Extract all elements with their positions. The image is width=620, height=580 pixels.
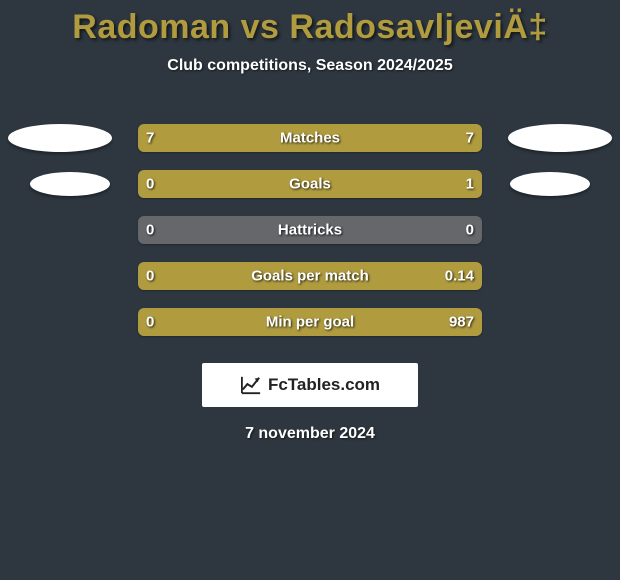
watermark: FcTables.com xyxy=(202,363,418,407)
stat-label: Hattricks xyxy=(278,222,342,239)
subtitle: Club competitions, Season 2024/2025 xyxy=(0,57,620,75)
stat-rows: Matches77Goals01Hattricks00Goals per mat… xyxy=(0,115,620,345)
stat-label: Matches xyxy=(280,130,340,147)
stat-value-left: 7 xyxy=(146,130,154,147)
stat-value-left: 0 xyxy=(146,176,154,193)
stat-bar: Matches 7 7 xyxy=(138,124,482,152)
stat-bar: Hattricks 0 0 xyxy=(138,216,482,244)
stat-row: Hattricks 0 0 xyxy=(0,207,620,253)
comparison-infographic: Radoman vs RadosavljeviÄ‡ Club competiti… xyxy=(0,0,620,580)
player-marker-right xyxy=(510,172,590,196)
stat-value-left: 0 xyxy=(146,222,154,239)
watermark-text: FcTables.com xyxy=(268,375,380,395)
stat-label: Goals per match xyxy=(251,268,369,285)
stat-row: Matches 7 7 xyxy=(0,115,620,161)
page-title: Radoman vs RadosavljeviÄ‡ xyxy=(0,8,620,47)
stat-row: Goals per match 0 0.14 xyxy=(0,253,620,299)
player-marker-left xyxy=(30,172,110,196)
date-label: 7 november 2024 xyxy=(0,425,620,443)
stat-bar: Min per goal 0 987 xyxy=(138,308,482,336)
stat-label: Min per goal xyxy=(266,314,354,331)
stat-value-left: 0 xyxy=(146,268,154,285)
stat-bar: Goals 0 1 xyxy=(138,170,482,198)
stat-value-right: 1 xyxy=(466,176,474,193)
chart-line-icon xyxy=(240,375,262,395)
stat-value-right: 0.14 xyxy=(445,268,474,285)
player-marker-left xyxy=(8,124,112,152)
stat-row: Min per goal 0 987 xyxy=(0,299,620,345)
stat-value-left: 0 xyxy=(146,314,154,331)
stat-value-right: 7 xyxy=(466,130,474,147)
stat-row: Goals 0 1 xyxy=(0,161,620,207)
stat-value-right: 0 xyxy=(466,222,474,239)
stat-value-right: 987 xyxy=(449,314,474,331)
stat-label: Goals xyxy=(289,176,331,193)
player-marker-right xyxy=(508,124,612,152)
stat-bar-right-fill xyxy=(203,170,482,198)
stat-bar: Goals per match 0 0.14 xyxy=(138,262,482,290)
